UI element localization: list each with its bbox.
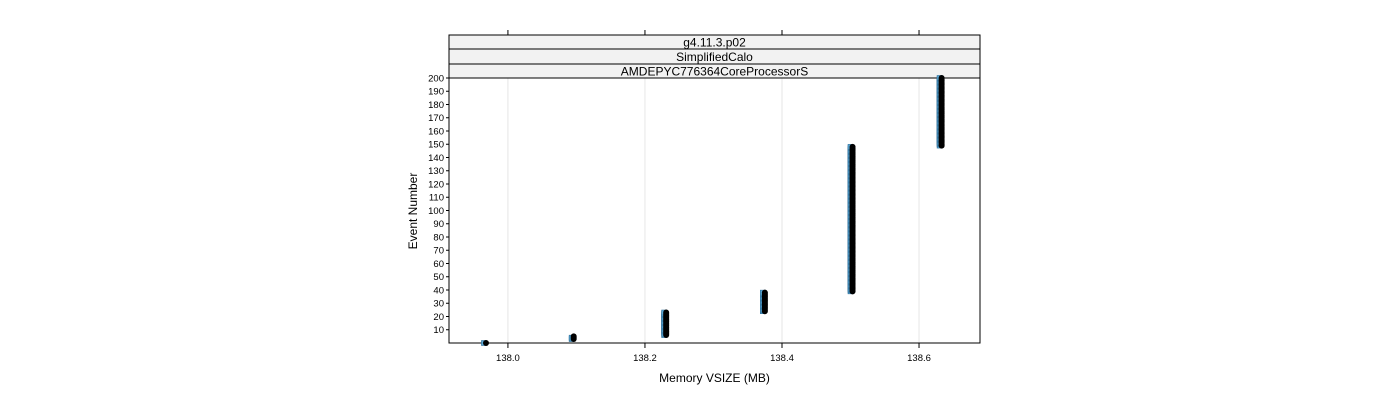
strip-bottom-box [448,63,981,79]
x-axis-title: Memory VSIZE (MB) [659,371,770,385]
data-point [938,75,945,81]
y-tick-label: 30 [433,299,444,310]
y-tick-label: 50 [433,272,444,283]
y-tick-label: 130 [428,166,444,177]
y-tick-label: 20 [433,312,444,323]
y-tick-label: 120 [428,179,444,190]
y-tick-label: 160 [428,126,444,137]
y-tick-label: 180 [428,100,444,111]
x-tick-label: 138.2 [633,353,657,364]
y-axis: 10 20 30 40 50 60 70 80 90 100 110 120 130 140 150 160 1… [428,73,449,336]
strip-middle-label: SimplifiedCalo [676,50,753,64]
y-tick-label: 110 [429,193,444,204]
y-tick-label: 140 [428,153,444,164]
strip-middle: SimplifiedCalo [448,48,981,65]
y-tick-label: 90 [433,219,444,230]
strip-bottom-label: AMDEPYC776364CoreProcessorS [621,65,808,79]
y-tick-label: 200 [428,73,444,84]
x-axis: 138.0 138.2 138.4 138.6 [496,30,931,364]
strip-bottom: AMDEPYC776364CoreProcessorS [448,63,981,79]
y-tick-label: 170 [428,113,444,124]
x-tick-label: 138.6 [907,353,931,364]
plot-frame [448,77,981,344]
y-tick-label: 80 [433,232,444,243]
strip-top-label: g4.11.3.p02 [683,36,746,50]
y-tick-label: 60 [433,259,444,270]
y-tick-label: 10 [433,325,444,336]
x-tick-label: 138.0 [496,353,520,364]
y-tick-label: 40 [433,285,444,296]
data-point [761,289,768,296]
strip-top: g4.11.3.p02 [448,34,981,50]
data-point [570,333,577,340]
data-point [482,340,489,346]
gridlines [507,78,920,343]
x-tick-label: 138.4 [770,353,794,364]
y-tick-label: 70 [433,246,444,257]
data-point [849,143,856,150]
y-tick-label: 100 [428,206,444,217]
data-point [663,309,670,316]
y-axis-title: Event Number [406,173,420,250]
data-points [481,75,945,346]
y-tick-label: 150 [428,140,444,151]
y-tick-label: 190 [428,87,444,98]
